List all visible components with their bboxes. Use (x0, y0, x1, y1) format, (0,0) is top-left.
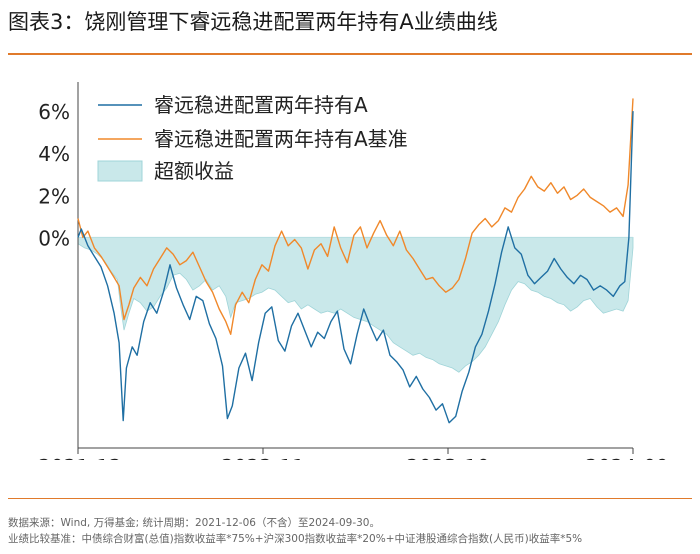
y-tick-label: 0% (38, 226, 70, 250)
excess-area-layer (77, 237, 634, 373)
x-tick-label: 2022-11 (221, 455, 305, 460)
legend-area-swatch (97, 160, 143, 182)
axes-layer: 6% 4% 2% 0% 2021-12 2022-11 2023-10 2024-09 (38, 82, 669, 460)
series-lines-layer (77, 98, 634, 424)
x-tick-label: 2023-10 (406, 455, 490, 460)
x-tick-label: 2024-09 (585, 455, 669, 460)
footer-divider (8, 498, 692, 499)
x-tick-label: 2021-12 (38, 455, 122, 460)
performance-chart: 6% 4% 2% 0% 2021-12 2022-11 2023-10 2024-09 睿远稳… (38, 82, 669, 460)
benchmark-line (77, 98, 634, 335)
legend-item-benchmark: 睿远稳进配置两年持有A基准 (98, 127, 408, 151)
data-source-note: 数据来源：Wind, 万得基金; 统计周期：2021-12-06（不含）至202… (8, 517, 380, 529)
y-tick-label: 6% (38, 100, 70, 124)
fund-line (77, 111, 634, 424)
benchmark-note: 业绩比较基准：中债综合财富(总值)指数收益率*75%+沪深300指数收益率*20… (8, 533, 583, 545)
legend-label: 睿远稳进配置两年持有A (154, 93, 368, 117)
y-tick-label: 4% (38, 142, 70, 166)
title-divider (8, 53, 692, 55)
legend-item-fund: 睿远稳进配置两年持有A (98, 93, 368, 117)
excess-return-area (77, 237, 634, 373)
legend-label: 超额收益 (154, 159, 234, 183)
legend-label: 睿远稳进配置两年持有A基准 (154, 127, 408, 151)
y-tick-label: 2% (38, 184, 70, 208)
chart-title: 图表3：饶刚管理下睿远稳进配置两年持有A业绩曲线 (8, 10, 498, 34)
legend-item-excess: 超额收益 (97, 159, 234, 183)
